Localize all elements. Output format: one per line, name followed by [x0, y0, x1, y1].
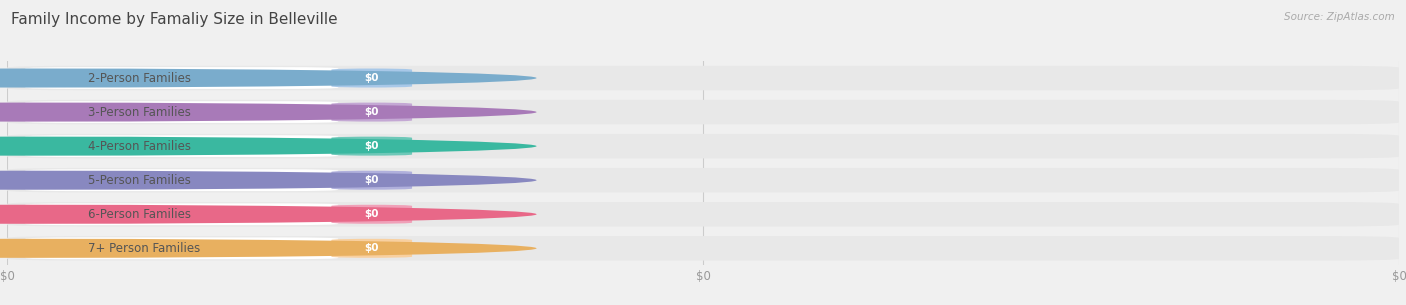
- FancyBboxPatch shape: [332, 239, 412, 258]
- Ellipse shape: [0, 205, 537, 224]
- FancyBboxPatch shape: [7, 236, 1399, 260]
- Text: 4-Person Families: 4-Person Families: [87, 140, 191, 152]
- FancyBboxPatch shape: [332, 205, 412, 224]
- Text: 2-Person Families: 2-Person Families: [87, 72, 191, 84]
- Text: Family Income by Famaliy Size in Belleville: Family Income by Famaliy Size in Bellevi…: [11, 12, 337, 27]
- FancyBboxPatch shape: [332, 102, 412, 122]
- FancyBboxPatch shape: [25, 135, 339, 157]
- Text: 7+ Person Families: 7+ Person Families: [87, 242, 200, 255]
- FancyBboxPatch shape: [25, 237, 339, 259]
- Ellipse shape: [0, 137, 537, 156]
- FancyBboxPatch shape: [7, 134, 1399, 158]
- Ellipse shape: [0, 69, 537, 88]
- Text: 3-Person Families: 3-Person Families: [87, 106, 191, 119]
- FancyBboxPatch shape: [25, 101, 339, 123]
- Ellipse shape: [0, 102, 537, 122]
- Text: $0: $0: [364, 243, 380, 253]
- FancyBboxPatch shape: [7, 202, 1399, 227]
- Text: $0: $0: [364, 175, 380, 185]
- Text: $0: $0: [364, 209, 380, 219]
- FancyBboxPatch shape: [332, 69, 412, 88]
- Text: $0: $0: [364, 141, 380, 151]
- Ellipse shape: [0, 239, 537, 258]
- Text: $0: $0: [364, 73, 380, 83]
- FancyBboxPatch shape: [332, 171, 412, 190]
- Text: $0: $0: [364, 107, 380, 117]
- Text: Source: ZipAtlas.com: Source: ZipAtlas.com: [1284, 12, 1395, 22]
- Ellipse shape: [0, 171, 537, 190]
- FancyBboxPatch shape: [7, 168, 1399, 192]
- FancyBboxPatch shape: [25, 203, 339, 225]
- FancyBboxPatch shape: [7, 100, 1399, 124]
- FancyBboxPatch shape: [25, 67, 339, 89]
- FancyBboxPatch shape: [25, 169, 339, 191]
- FancyBboxPatch shape: [332, 137, 412, 156]
- FancyBboxPatch shape: [7, 66, 1399, 90]
- Text: 6-Person Families: 6-Person Families: [87, 208, 191, 221]
- Text: 5-Person Families: 5-Person Families: [87, 174, 191, 187]
